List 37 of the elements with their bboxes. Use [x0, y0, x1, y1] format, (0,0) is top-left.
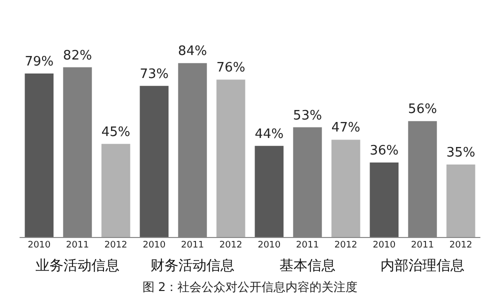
text: 2010 — [372, 240, 396, 250]
caption: 图 2：社会公众对公开信息内容的关注度 — [142, 280, 358, 294]
data-label: 82% — [63, 48, 92, 64]
data-label: 53% — [293, 108, 322, 124]
bar — [331, 140, 360, 237]
text: 2011 — [411, 240, 434, 250]
data-label: 73% — [140, 66, 169, 82]
data-label: 44% — [254, 126, 284, 142]
text: 2011 — [296, 240, 319, 250]
bar — [101, 144, 130, 237]
data-label: 45% — [101, 124, 130, 140]
data-label: 76% — [216, 60, 246, 76]
data-label: 47% — [331, 120, 360, 136]
text: 2012 — [449, 240, 472, 250]
bar — [254, 146, 284, 237]
data-label: 84% — [178, 44, 207, 60]
data-label: 35% — [446, 146, 476, 161]
data-label: 36% — [370, 143, 399, 158]
data-label: 79% — [24, 54, 54, 70]
data-label: 56% — [408, 102, 437, 118]
bar — [446, 164, 476, 237]
bar — [140, 86, 169, 237]
text: 2011 — [181, 240, 204, 250]
text: 2012 — [334, 240, 358, 250]
x-tick-label: 财务活动信息 — [150, 258, 234, 274]
series-label: 2012 — [104, 240, 128, 250]
bar — [370, 162, 399, 237]
text: 2010 — [142, 240, 166, 250]
bar — [24, 73, 54, 237]
text: 2012 — [219, 240, 242, 250]
series-label: 2011 — [66, 240, 89, 250]
x-tick-label: 内部治理信息 — [380, 258, 464, 274]
x-tick-label: 业务活动信息 — [36, 258, 120, 274]
x-tick-label: 基本信息 — [280, 258, 336, 274]
text: 2010 — [258, 240, 281, 250]
series-label: 2010 — [28, 240, 51, 250]
bar — [216, 80, 246, 237]
